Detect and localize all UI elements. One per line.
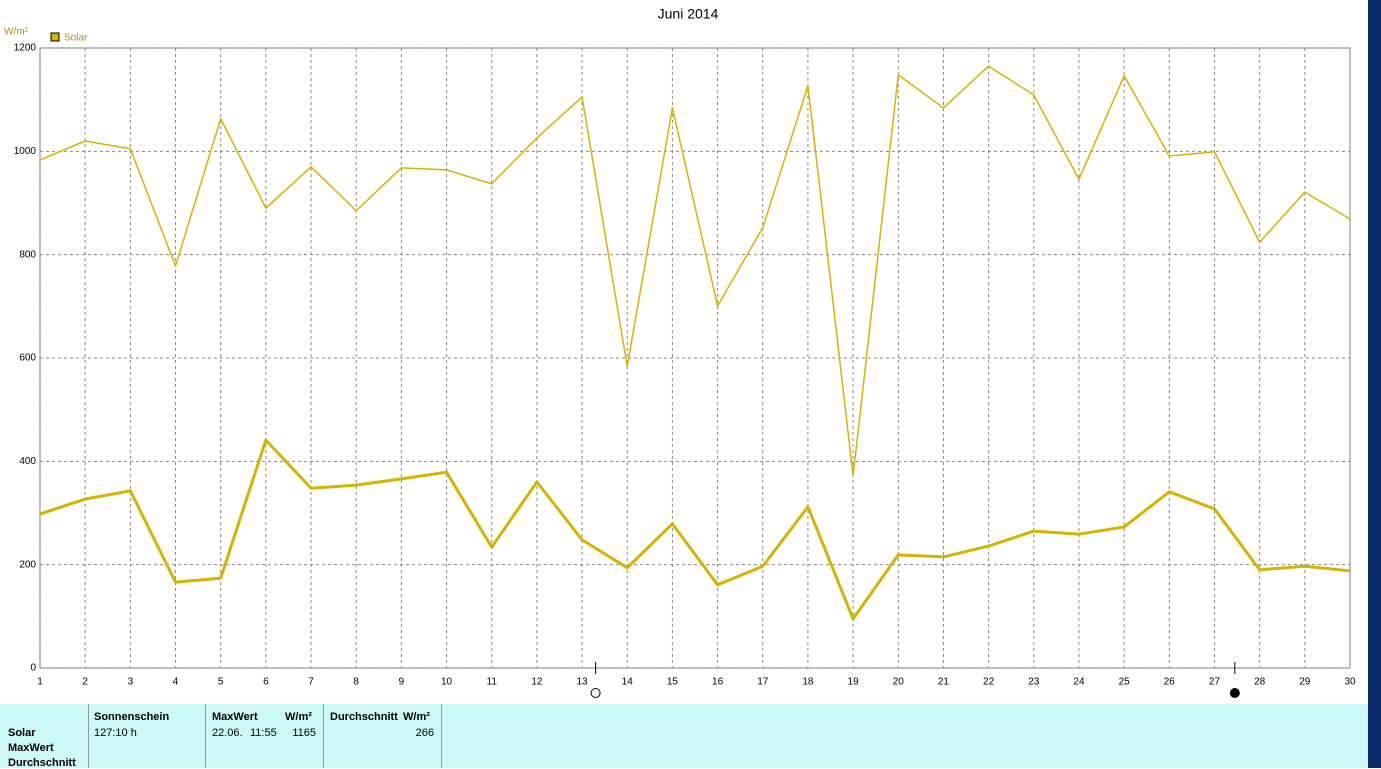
x-tick-label: 25 [1119, 677, 1131, 688]
x-tick-label: 6 [263, 677, 269, 688]
x-tick-label: 1 [37, 677, 43, 688]
y-tick-label: 800 [19, 249, 36, 260]
cell: 22.06. [212, 727, 243, 739]
legend-swatch [50, 32, 60, 42]
y-tick-label: 600 [19, 353, 36, 364]
x-tick-label: 11 [487, 677, 498, 688]
header: W/m² [403, 711, 430, 723]
y-tick-label: 400 [19, 456, 36, 467]
separator [205, 704, 206, 768]
cell: 1165 [292, 727, 316, 739]
legend-label: Solar [64, 33, 88, 44]
x-tick-label: 16 [712, 677, 724, 688]
x-tick-label: 27 [1209, 677, 1221, 688]
y-tick-label: 200 [19, 559, 36, 570]
y-unit: W/m² [4, 27, 29, 38]
x-tick-label: 5 [218, 677, 224, 688]
separator [88, 704, 89, 768]
cell: 11:55 [250, 727, 277, 739]
x-tick-label: 18 [802, 677, 814, 688]
x-tick-label: 15 [667, 677, 679, 688]
x-tick-label: 29 [1299, 677, 1311, 688]
header: MaxWert [212, 711, 258, 723]
y-tick-label: 1200 [14, 43, 37, 54]
x-tick-label: 23 [1028, 677, 1040, 688]
x-tick-label: 17 [757, 677, 769, 688]
x-tick-label: 9 [399, 677, 405, 688]
x-tick-label: 30 [1344, 677, 1356, 688]
x-tick-label: 26 [1164, 677, 1176, 688]
x-tick-label: 12 [531, 677, 543, 688]
x-tick-label: 13 [577, 677, 589, 688]
row-label: Solar [8, 727, 36, 739]
header: W/m² [285, 711, 312, 723]
series-line [39, 438, 1351, 621]
x-tick-label: 7 [308, 677, 314, 688]
separator [441, 704, 442, 768]
separator [323, 704, 324, 768]
x-tick-label: 8 [353, 677, 359, 688]
moon-phase [590, 688, 601, 698]
header: Sonnenschein [94, 711, 170, 723]
chart-title: Juni 2014 [658, 6, 719, 22]
cell: 266 [415, 727, 434, 739]
series-line [39, 65, 1351, 477]
row-label: Durchschnitt [8, 757, 76, 769]
chart: Juni 2014 W/m² Solar 0200400600800100012… [4, 6, 1356, 698]
x-tick-label: 10 [441, 677, 453, 688]
row-label: MaxWert [8, 742, 54, 754]
x-tick-label: 3 [128, 677, 134, 688]
x-tick-label: 14 [622, 677, 634, 688]
x-tick-label: 28 [1254, 677, 1266, 688]
header: Durchschnitt [330, 711, 398, 723]
desktop-edge [1368, 0, 1381, 768]
x-tick-label: 21 [938, 677, 950, 688]
x-tick-label: 20 [893, 677, 905, 688]
x-tick-label: 19 [848, 677, 860, 688]
y-tick-label: 0 [30, 663, 36, 674]
y-tick-label: 1000 [14, 146, 37, 157]
stats-table: Solar MaxWert Durchschnitt Sonnenschein … [0, 704, 1368, 769]
cell: 127:10 h [94, 727, 137, 739]
x-tick-label: 2 [82, 677, 88, 688]
x-tick-label: 24 [1073, 677, 1085, 688]
moon-phase [1229, 688, 1240, 698]
x-tick-label: 4 [173, 677, 179, 688]
x-tick-label: 22 [983, 677, 995, 688]
